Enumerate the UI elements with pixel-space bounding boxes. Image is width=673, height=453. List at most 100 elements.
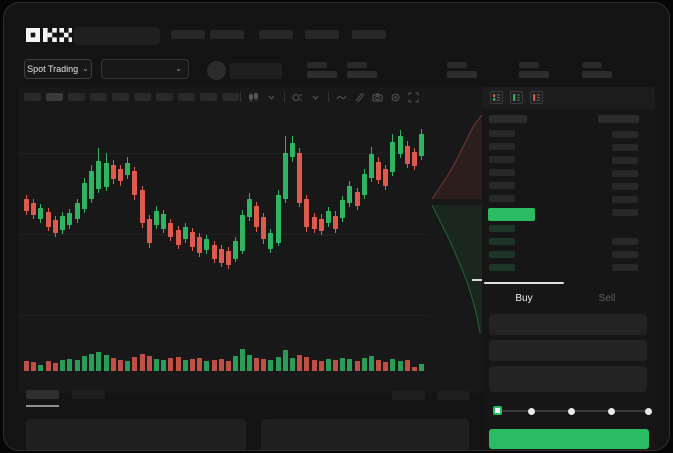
candle-body — [82, 183, 87, 209]
volume-bar — [204, 361, 209, 371]
timeframe-button-placeholder[interactable] — [90, 93, 107, 101]
bid-price-placeholder[interactable] — [489, 251, 515, 258]
line-chart-icon[interactable] — [336, 92, 347, 103]
bid-amount-placeholder[interactable] — [612, 251, 638, 258]
volume-bar — [240, 349, 245, 371]
slider-step-dot[interactable] — [568, 408, 575, 415]
volume-bar — [111, 358, 116, 371]
stat-label-placeholder — [582, 62, 602, 68]
nav-item-placeholder[interactable] — [352, 30, 386, 39]
orderbook-header-right-placeholder — [598, 115, 639, 123]
nav-item-placeholder[interactable] — [259, 30, 293, 39]
camera-icon[interactable] — [372, 92, 383, 103]
volume-bar — [75, 360, 80, 371]
buy-submit-button[interactable] — [489, 429, 649, 449]
market-type-dropdown[interactable]: Spot Trading ⌄ — [24, 59, 92, 79]
volume-bar — [355, 361, 360, 371]
draw-tools-icon[interactable] — [354, 92, 365, 103]
chart-type-icon[interactable] — [248, 92, 259, 103]
orderbook-view-both-icon[interactable] — [490, 91, 503, 104]
timeframe-button-placeholder[interactable] — [134, 93, 151, 101]
ask-amount-placeholder[interactable] — [612, 183, 638, 190]
candle-body — [38, 208, 43, 219]
bid-price-placeholder[interactable] — [489, 264, 515, 271]
orderbook-header-left-placeholder — [489, 115, 527, 123]
tab-buy[interactable]: Buy — [515, 293, 533, 304]
ask-price-placeholder[interactable] — [489, 182, 515, 189]
volume-bar — [312, 360, 317, 371]
bid-amount-placeholder[interactable] — [612, 264, 638, 271]
slider-step-dot[interactable] — [608, 408, 615, 415]
orderbook-view-asks-icon[interactable] — [530, 91, 543, 104]
candle-body — [204, 239, 209, 250]
nav-item-placeholder[interactable] — [210, 30, 244, 39]
orderbook-toolbar — [482, 87, 655, 109]
volume-bar — [369, 356, 374, 371]
candle-body — [212, 245, 217, 259]
ask-amount-placeholder[interactable] — [612, 144, 638, 151]
gridline — [19, 153, 429, 154]
ask-price-placeholder[interactable] — [489, 169, 515, 176]
ask-amount-placeholder[interactable] — [612, 209, 638, 216]
candle-body — [340, 200, 345, 218]
bid-price-placeholder[interactable] — [489, 225, 515, 232]
timeframe-button-placeholder[interactable] — [200, 93, 217, 101]
candle-body — [347, 186, 352, 203]
timeframe-button-placeholder[interactable] — [222, 93, 239, 101]
chart-bottom-tab[interactable] — [72, 390, 105, 399]
volume-bar — [89, 354, 94, 371]
timeframe-button-placeholder[interactable] — [112, 93, 129, 101]
ask-amount-placeholder[interactable] — [612, 170, 638, 177]
chart-toolbar — [240, 90, 419, 104]
volume-bar — [53, 363, 58, 371]
volume-bar — [290, 358, 295, 371]
volume-bar — [347, 359, 352, 371]
slider-step-dot[interactable] — [528, 408, 535, 415]
settings-icon[interactable] — [390, 92, 401, 103]
app-window: Spot Trading ⌄ ⌄ — [3, 2, 670, 451]
ask-price-placeholder[interactable] — [489, 195, 515, 202]
ask-amount-placeholder[interactable] — [612, 131, 638, 138]
indicators-icon[interactable] — [292, 92, 303, 103]
ask-price-placeholder[interactable] — [489, 156, 515, 163]
amount-input-placeholder[interactable] — [489, 340, 647, 361]
chart-bottom-control[interactable] — [437, 391, 469, 400]
ask-amount-placeholder[interactable] — [612, 157, 638, 164]
slider-step-dot[interactable] — [645, 408, 652, 415]
candle-body — [118, 169, 123, 181]
candle-body — [304, 199, 309, 227]
pair-selector-dropdown[interactable]: ⌄ — [101, 59, 189, 79]
last-price-highlight[interactable] — [488, 208, 535, 221]
orderbook-view-bids-icon[interactable] — [510, 91, 523, 104]
chevron-down-icon[interactable] — [266, 92, 277, 103]
header-search-placeholder[interactable] — [74, 27, 160, 45]
candle-body — [161, 214, 166, 229]
chart-bottom-tab-active[interactable] — [26, 390, 59, 399]
bid-amount-placeholder[interactable] — [612, 238, 638, 245]
chevron-down-icon: ⌄ — [82, 64, 89, 73]
stat-label-placeholder — [447, 62, 467, 68]
ask-price-placeholder[interactable] — [489, 130, 515, 137]
slider-handle[interactable] — [493, 406, 502, 415]
candle-body — [261, 217, 266, 239]
ask-price-placeholder[interactable] — [489, 143, 515, 150]
price-input-placeholder[interactable] — [489, 314, 647, 335]
timeframe-button-placeholder[interactable] — [156, 93, 173, 101]
chevron-down-icon[interactable] — [310, 92, 321, 103]
candle-body — [60, 216, 65, 230]
depth-overlay — [431, 114, 482, 334]
bid-price-placeholder[interactable] — [489, 238, 515, 245]
ask-amount-placeholder[interactable] — [612, 196, 638, 203]
total-input-placeholder[interactable] — [489, 366, 647, 392]
volume-bar — [304, 357, 309, 371]
timeframe-button-placeholder[interactable] — [46, 93, 63, 101]
volume-bar — [398, 361, 403, 371]
chart-bottom-control[interactable] — [392, 391, 425, 400]
timeframe-button-placeholder[interactable] — [178, 93, 195, 101]
nav-item-placeholder[interactable] — [171, 30, 205, 39]
timeframe-button-placeholder[interactable] — [68, 93, 85, 101]
nav-item-placeholder[interactable] — [305, 30, 339, 39]
fullscreen-icon[interactable] — [408, 92, 419, 103]
timeframe-button-placeholder[interactable] — [24, 93, 41, 101]
tab-sell[interactable]: Sell — [598, 293, 616, 304]
